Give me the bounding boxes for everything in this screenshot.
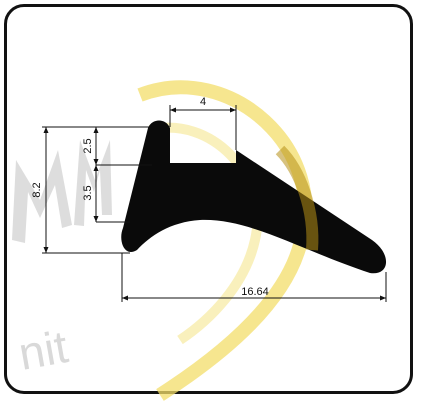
rubber-profile	[121, 120, 387, 274]
watermark-letter-m-2	[74, 140, 112, 226]
dimension-label-top-width: 4	[200, 96, 206, 108]
dimension-label-upper-height: 2.5	[82, 138, 94, 153]
dimension-label-total-height: 8.2	[31, 182, 43, 197]
watermark-letter-m	[12, 150, 72, 243]
watermark-word: nit	[15, 320, 72, 380]
dimension-label-lower-height: 3.5	[82, 185, 94, 200]
dimension-arrows	[43, 107, 386, 301]
watermark: nit	[12, 140, 112, 380]
watermark-overlay-band	[275, 145, 319, 251]
dimension-label-total-length: 16.64	[241, 286, 269, 298]
